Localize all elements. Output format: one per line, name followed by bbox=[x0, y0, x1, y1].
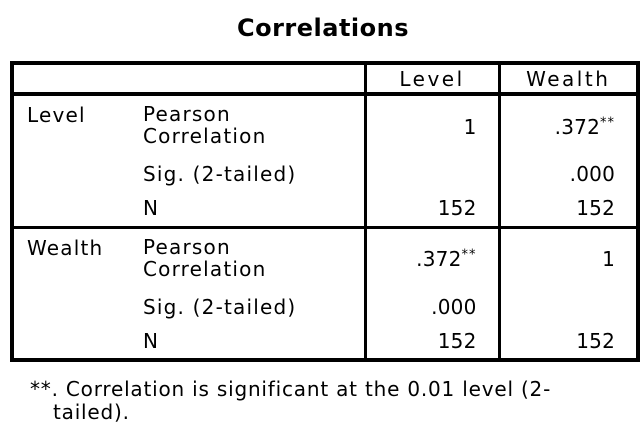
header-row: Level Wealth bbox=[12, 63, 638, 94]
cell-value: 1 bbox=[463, 114, 477, 139]
footnote-line-2: tailed). bbox=[53, 400, 130, 424]
cell-wealth-wealth-n: 152 bbox=[497, 324, 638, 360]
row-group-wealth: Wealth Pearson Correlation .372** 1 Sig.… bbox=[12, 227, 638, 360]
table-row-level-sig: Sig. (2-tailed) .000 bbox=[12, 157, 638, 191]
stat-label-sig: Sig. (2-tailed) bbox=[143, 162, 297, 186]
cell-value: 1 bbox=[602, 247, 615, 272]
table-row-wealth-pearson: Wealth Pearson Correlation .372** 1 bbox=[12, 227, 638, 290]
stat-label-n: N bbox=[143, 329, 160, 353]
cell-wealth-level-sig: .000 bbox=[363, 290, 499, 324]
stat-label-pearson: Pearson Correlation bbox=[143, 102, 267, 148]
footnote-line-1: **. Correlation is significant at the 0.… bbox=[30, 377, 552, 401]
cell-value: .372 bbox=[416, 247, 462, 272]
table-row-wealth-sig: Sig. (2-tailed) .000 bbox=[12, 290, 638, 324]
correlations-table: Level Wealth Level Pearson Correlation 1… bbox=[10, 61, 640, 362]
table-row-wealth-n: N 152 152 bbox=[12, 324, 638, 360]
cell-wealth-wealth-pearson: 1 bbox=[497, 227, 638, 290]
cell-level-wealth-sig: .000 bbox=[497, 157, 638, 191]
row-variable-label-wealth: Wealth bbox=[27, 235, 104, 260]
table-row-level-pearson: Level Pearson Correlation 1 .372** bbox=[12, 94, 638, 157]
row-variable-label-level: Level bbox=[27, 103, 86, 127]
column-header-level: Level bbox=[363, 63, 499, 94]
row-group-level: Level Pearson Correlation 1 .372** Sig. … bbox=[12, 94, 638, 227]
cell-wealth-level-n: 152 bbox=[363, 324, 499, 360]
corner-cell bbox=[12, 63, 365, 94]
stat-label-sig: Sig. (2-tailed) bbox=[143, 295, 297, 319]
cell-level-level-sig bbox=[363, 157, 499, 191]
cell-value: .000 bbox=[431, 295, 477, 319]
cell-level-level-n: 152 bbox=[363, 191, 499, 227]
significance-footnote: **. Correlation is significant at the 0.… bbox=[30, 378, 636, 424]
column-header-wealth: Wealth bbox=[497, 63, 638, 94]
cell-wealth-level-pearson: .372** bbox=[363, 227, 499, 290]
stat-label-n: N bbox=[143, 196, 160, 221]
cell-value: 152 bbox=[437, 329, 477, 353]
cell-value: 152 bbox=[576, 329, 615, 353]
cell-level-wealth-pearson: .372** bbox=[497, 94, 638, 157]
table-row-level-n: N 152 152 bbox=[12, 191, 638, 227]
cell-wealth-wealth-sig bbox=[497, 290, 638, 324]
cell-value: 152 bbox=[437, 196, 477, 221]
significance-stars: ** bbox=[600, 114, 615, 130]
table-title: Correlations bbox=[236, 14, 410, 42]
cell-value: .000 bbox=[569, 162, 615, 186]
cell-level-wealth-n: 152 bbox=[497, 191, 638, 227]
cell-value: 152 bbox=[576, 196, 615, 221]
stat-label-pearson: Pearson Correlation bbox=[143, 234, 267, 281]
cell-level-level-pearson: 1 bbox=[363, 94, 499, 157]
cell-value: .372 bbox=[554, 114, 600, 139]
significance-stars: ** bbox=[461, 247, 477, 263]
